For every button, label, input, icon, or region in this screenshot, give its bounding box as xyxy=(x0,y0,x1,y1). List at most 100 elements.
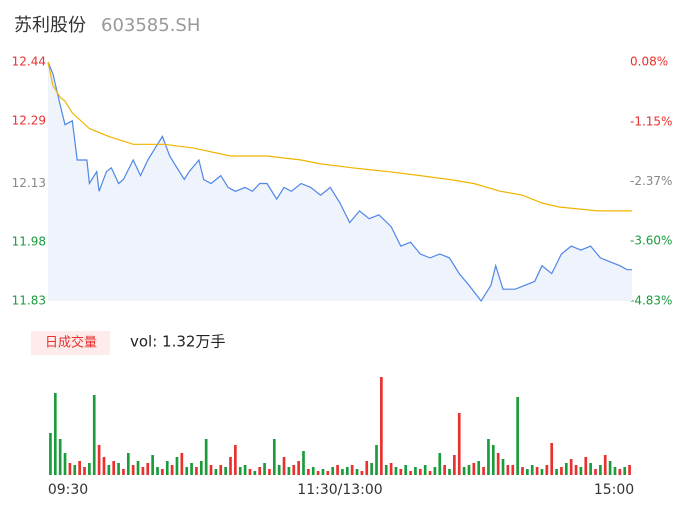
volume-bar xyxy=(58,439,62,475)
volume-bar xyxy=(161,469,164,475)
volume-bar xyxy=(589,463,592,475)
volume-bar xyxy=(185,467,189,475)
volume-bar xyxy=(209,465,213,475)
volume-bar xyxy=(350,465,354,475)
volume-bar xyxy=(175,457,179,475)
volume-bar xyxy=(136,461,140,475)
y-tick-label: 11.83 xyxy=(12,294,46,308)
volume-bar xyxy=(107,465,111,475)
volume-bar xyxy=(311,467,315,475)
volume-bar xyxy=(409,471,412,475)
volume-bar xyxy=(292,465,296,475)
volume-bar xyxy=(574,465,578,475)
volume-bar xyxy=(321,469,325,475)
price-line xyxy=(47,61,632,303)
volume-bar xyxy=(73,465,77,475)
volume-bar xyxy=(195,467,198,475)
volume-bar xyxy=(521,467,524,475)
x-tick-label: 09:30 xyxy=(48,482,88,498)
volume-bar xyxy=(316,471,320,475)
volume-bar xyxy=(608,461,612,475)
volume-bar xyxy=(530,465,534,475)
volume-bar xyxy=(564,463,568,475)
stock-code: 603585.SH xyxy=(101,15,200,36)
volume-bar xyxy=(467,465,471,475)
volume-bar xyxy=(331,467,335,475)
volume-bar xyxy=(457,413,461,475)
volume-bar xyxy=(204,439,208,475)
volume-bar xyxy=(506,465,510,475)
volume-bar xyxy=(122,469,125,475)
volume-bar xyxy=(579,467,583,475)
volume-bar xyxy=(341,469,344,475)
volume-bar xyxy=(375,445,378,475)
volume-bar xyxy=(78,461,81,475)
volume-bar xyxy=(555,469,558,475)
volume-bar xyxy=(156,467,159,475)
volume-bar xyxy=(360,471,364,475)
volume-bar xyxy=(535,467,539,475)
label-box xyxy=(31,331,110,355)
volume-bar xyxy=(146,463,150,475)
volume-bar xyxy=(219,465,223,475)
volume-bar xyxy=(545,465,549,475)
volume-bar xyxy=(117,463,120,475)
volume-bar xyxy=(112,461,116,475)
volume-bar xyxy=(418,469,422,475)
volume-bar xyxy=(68,463,72,475)
volume-bar xyxy=(370,463,373,475)
volume-bar xyxy=(97,445,101,475)
volume-bar xyxy=(88,463,91,475)
volume-bar xyxy=(560,467,563,475)
volume-bar xyxy=(516,397,519,475)
volume-bar xyxy=(569,459,573,475)
volume-bar xyxy=(92,395,96,475)
volume-bar xyxy=(199,461,203,475)
volume-bar xyxy=(384,465,388,475)
volume-text: vol: 1.32万手 xyxy=(130,333,225,351)
volume-bar xyxy=(443,465,446,475)
x-tick-label: 15:00 xyxy=(594,482,634,498)
volume-bar xyxy=(336,465,339,475)
volume-bar xyxy=(49,433,52,475)
volume-bar xyxy=(623,467,627,475)
y-tick-label: 12.44 xyxy=(12,55,46,69)
y2-tick-label: -2.37% xyxy=(630,174,672,188)
volume-bar xyxy=(102,457,106,475)
volume-bar xyxy=(394,467,398,475)
volume-bar xyxy=(550,443,554,475)
volume-bar xyxy=(272,439,276,475)
volume-bar xyxy=(482,467,485,475)
volume-bar xyxy=(594,469,597,475)
volume-bar xyxy=(258,467,262,475)
volume-bar xyxy=(151,455,154,475)
volume-bar xyxy=(462,467,466,475)
volume-bar xyxy=(540,469,544,475)
average-line xyxy=(47,61,632,212)
volume-bar xyxy=(302,451,305,475)
volume-bar xyxy=(628,465,631,475)
volume-bar xyxy=(141,467,145,475)
volume-bar xyxy=(399,469,403,475)
volume-bar xyxy=(170,465,174,475)
volume-bar xyxy=(365,461,369,475)
volume-bar xyxy=(253,471,257,475)
volume-bar xyxy=(428,471,432,475)
volume-bar xyxy=(584,457,588,475)
volume-bar xyxy=(243,465,247,475)
volume-bar xyxy=(326,471,330,475)
volume-bar xyxy=(234,445,237,475)
y-tick-label: 11.98 xyxy=(12,235,46,249)
volume-bar xyxy=(238,467,242,475)
y-tick-label: 12.29 xyxy=(12,113,46,127)
volume-bar xyxy=(190,463,193,475)
volume-bar xyxy=(414,467,417,475)
volume-bar xyxy=(345,467,349,475)
volume-bar xyxy=(389,463,393,475)
volume-bar xyxy=(501,459,505,475)
volume-bar xyxy=(448,469,451,475)
volume-bar xyxy=(438,453,442,475)
volume-bar xyxy=(83,467,86,475)
volume-bar xyxy=(613,467,617,475)
volume-bar xyxy=(433,467,437,475)
